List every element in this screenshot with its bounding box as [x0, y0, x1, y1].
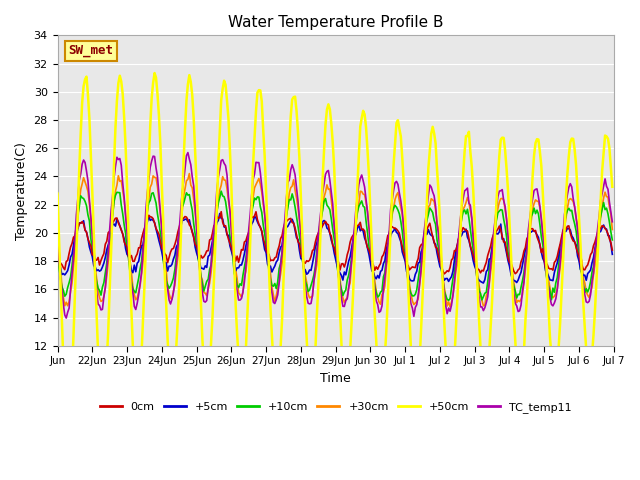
- +50cm: [92, 275, 99, 281]
- +30cm: [72, 230, 80, 236]
- Y-axis label: Temperature(C): Temperature(C): [15, 142, 28, 240]
- +5cm: [54, 255, 61, 261]
- TC_temp11: [184, 150, 192, 156]
- +30cm: [609, 227, 616, 232]
- +50cm: [151, 70, 159, 76]
- 0cm: [54, 252, 61, 257]
- +10cm: [445, 298, 452, 303]
- Line: 0cm: 0cm: [58, 212, 612, 274]
- +30cm: [90, 244, 97, 250]
- TC_temp11: [452, 264, 460, 270]
- +10cm: [609, 237, 616, 243]
- TC_temp11: [74, 196, 82, 202]
- Line: +50cm: +50cm: [58, 73, 612, 412]
- +30cm: [607, 212, 614, 217]
- 0cm: [534, 238, 542, 243]
- TC_temp11: [534, 194, 542, 200]
- +50cm: [607, 165, 614, 171]
- +10cm: [452, 255, 460, 261]
- +5cm: [340, 269, 348, 275]
- +5cm: [216, 211, 223, 216]
- +30cm: [340, 300, 348, 305]
- +30cm: [534, 199, 542, 204]
- +30cm: [446, 304, 454, 310]
- +5cm: [607, 241, 614, 247]
- +5cm: [451, 257, 458, 263]
- +5cm: [479, 280, 487, 286]
- +10cm: [218, 188, 225, 194]
- +5cm: [609, 252, 616, 257]
- TC_temp11: [62, 315, 70, 321]
- +30cm: [186, 171, 193, 177]
- +30cm: [452, 268, 460, 274]
- +10cm: [340, 289, 348, 295]
- Title: Water Temperature Profile B: Water Temperature Profile B: [228, 15, 444, 30]
- +10cm: [54, 250, 61, 255]
- +5cm: [534, 235, 542, 240]
- +10cm: [534, 211, 542, 217]
- TC_temp11: [54, 239, 61, 244]
- +5cm: [90, 263, 97, 268]
- 0cm: [452, 248, 460, 254]
- Text: SW_met: SW_met: [68, 44, 114, 57]
- +50cm: [342, 388, 349, 394]
- TC_temp11: [92, 269, 99, 275]
- 0cm: [90, 250, 97, 255]
- +50cm: [534, 137, 542, 143]
- 0cm: [607, 240, 614, 245]
- X-axis label: Time: Time: [320, 372, 351, 385]
- Line: +10cm: +10cm: [58, 191, 612, 300]
- Line: TC_temp11: TC_temp11: [58, 153, 612, 318]
- Line: +30cm: +30cm: [58, 174, 612, 307]
- Line: +5cm: +5cm: [58, 214, 612, 283]
- 0cm: [218, 209, 225, 215]
- 0cm: [609, 247, 616, 253]
- +10cm: [72, 226, 80, 232]
- 0cm: [340, 264, 348, 270]
- +50cm: [64, 409, 72, 415]
- +50cm: [452, 327, 460, 333]
- +10cm: [90, 258, 97, 264]
- TC_temp11: [342, 298, 349, 304]
- 0cm: [72, 224, 80, 229]
- Legend: 0cm, +5cm, +10cm, +30cm, +50cm, TC_temp11: 0cm, +5cm, +10cm, +30cm, +50cm, TC_temp1…: [95, 398, 576, 418]
- TC_temp11: [607, 209, 614, 215]
- +5cm: [72, 231, 80, 237]
- +50cm: [74, 210, 82, 216]
- +10cm: [607, 229, 614, 235]
- +50cm: [54, 191, 61, 196]
- TC_temp11: [609, 219, 616, 225]
- +30cm: [54, 235, 61, 240]
- 0cm: [440, 271, 448, 277]
- +50cm: [609, 184, 616, 190]
